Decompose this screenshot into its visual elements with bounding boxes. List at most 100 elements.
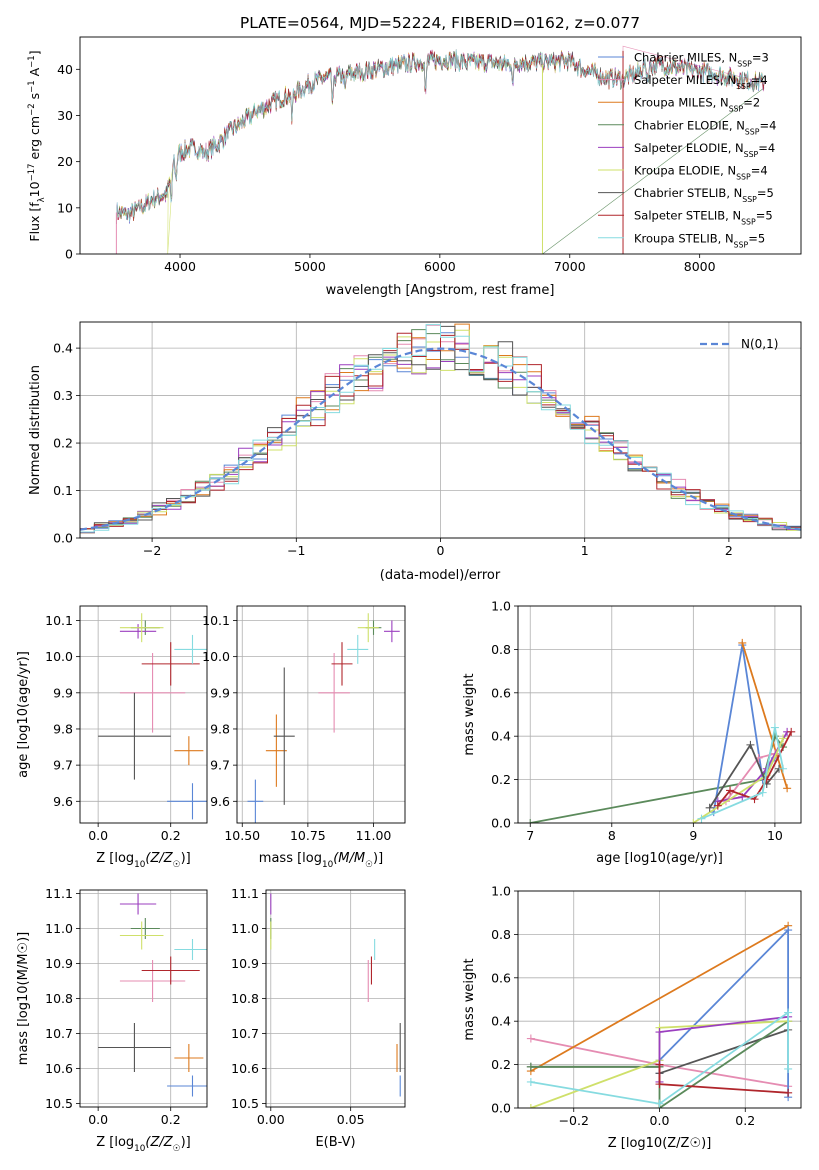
y-tick-label: 10.8 — [231, 991, 259, 1006]
axes-frame — [517, 605, 802, 824]
panel-weight-vs-age: 7 8 9 10 0.0 0.2 0.4 0.6 0.8 1.0 age [log10(age/yr… — [462, 599, 802, 866]
label-part: 10 — [134, 1144, 146, 1154]
y-tick-label: 1.0 — [491, 884, 511, 899]
x-axis-label: E(B-V) — [315, 1135, 355, 1150]
plot-area — [98, 893, 207, 1097]
x-tick-label: −2 — [143, 543, 161, 558]
y-axis-label: Normed distribution — [28, 365, 43, 495]
x-tick-label: 2 — [725, 543, 733, 558]
x-tick-label: 5000 — [294, 259, 326, 274]
panel-age-vs-Z: 0.0 0.2 9.6 9.7 9.8 9.9 10.0 10.1 Z [log10(Z/Z☉)… — [16, 605, 208, 870]
plot-area — [98, 613, 207, 820]
label-part: = — [751, 73, 761, 87]
label-part: 5 — [765, 209, 772, 223]
x-tick-label: 4000 — [164, 259, 196, 274]
x-tick-label: 0.0 — [650, 1113, 670, 1128]
y-axis-label: Flux [fλ10−17 erg cm−2 s−1 A−1] — [27, 50, 47, 241]
weight-marker — [784, 1064, 793, 1073]
x-axis-label: age [log10(age/yr)] — [596, 851, 723, 866]
y-tick-label: 11.0 — [45, 921, 73, 936]
label-part: )] — [181, 1135, 191, 1150]
y-tick-label: 9.6 — [53, 794, 73, 809]
weight-marker — [655, 1028, 664, 1037]
legend-label: Kroupa MILES, NSSP=2 — [634, 96, 760, 114]
weight-marker — [758, 788, 767, 797]
axes-frame — [79, 36, 802, 255]
y-tick-label: 0.4 — [53, 341, 73, 356]
y-tick-label: 10.5 — [45, 1096, 73, 1111]
panel-mass-vs-ebv: 0.00 0.05 10.5 10.6 10.7 10.8 10.9 11.0 11.1 E(B-… — [231, 886, 406, 1150]
label-part: (M/M — [333, 851, 365, 866]
weight-marker — [655, 1080, 664, 1089]
panel-mass-vs-Z: 0.0 0.2 10.5 10.6 10.7 10.8 10.9 11.0 11.1 Z [log… — [16, 886, 208, 1154]
label-part: SSP — [737, 59, 752, 68]
label-part: = — [758, 141, 768, 155]
label-part: , — [720, 164, 727, 178]
weight-marker — [526, 1077, 535, 1086]
y-tick-label: 9.7 — [210, 758, 230, 773]
label-part: (Z/Z — [145, 851, 173, 866]
grid — [266, 890, 405, 1107]
weight-marker — [779, 734, 788, 743]
label-part: Kroupa MILES — [634, 96, 713, 110]
label-part: mass [log — [259, 851, 322, 866]
weight-line-8 — [701, 727, 784, 820]
y-tick-label: 40 — [57, 62, 73, 77]
label-part: SSP — [745, 127, 760, 136]
x-tick-label: 7 — [526, 828, 534, 843]
x-tick-label: 10.50 — [224, 828, 260, 843]
x-tick-label: 0.00 — [257, 1112, 285, 1127]
label-part: N — [735, 141, 744, 155]
weight-marker — [705, 803, 714, 812]
label-part: SSP — [736, 82, 751, 91]
weight-marker — [738, 638, 747, 647]
label-part: , — [729, 118, 736, 132]
label-part: ☉ — [173, 1144, 181, 1154]
x-tick-label: 6000 — [424, 259, 456, 274]
legend-label: Kroupa STELIB, NSSP=5 — [634, 231, 765, 249]
y-tick-label: 10.0 — [45, 649, 73, 664]
weight-marker — [713, 801, 722, 810]
weight-marker — [655, 1060, 664, 1069]
weight-marker — [770, 723, 779, 732]
y-tick-label: 0.2 — [53, 436, 73, 451]
x-axis-label: Z [log10(Z/Z☉)] — [96, 1135, 191, 1154]
label-part: )] — [373, 851, 383, 866]
y-tick-label: 9.8 — [53, 721, 73, 736]
y-tick-label: 30 — [57, 108, 73, 123]
x-tick-label: 0.0 — [88, 828, 108, 843]
y-tick-label: 10.7 — [45, 1026, 73, 1041]
axes-frame — [517, 890, 802, 1109]
label-part: Salpeter STELIB — [634, 209, 725, 223]
label-part: SSP — [734, 240, 749, 249]
y-tick-label: 0.4 — [491, 1014, 511, 1029]
label-part: = — [748, 231, 758, 245]
y-tick-label: 10.7 — [231, 1026, 259, 1041]
label-part: N — [734, 186, 743, 200]
axes-frame — [265, 889, 406, 1108]
weight-marker — [779, 764, 788, 773]
legend-label: Chabrier STELIB, NSSP=5 — [634, 186, 774, 204]
label-part: N — [725, 231, 734, 245]
x-tick-label: 8000 — [684, 259, 716, 274]
panel-weight-vs-Z: −0.2 0.0 0.2 0.0 0.2 0.4 0.6 0.8 1.0 Z [log10(Z/Z… — [462, 884, 802, 1151]
label-part: Kroupa ELODIE — [634, 164, 720, 178]
weight-marker — [526, 819, 535, 823]
label-part: N — [727, 73, 736, 87]
x-axis-label: (data-model)/error — [380, 568, 501, 583]
x-tick-label: 10.75 — [290, 828, 326, 843]
x-tick-label: −1 — [287, 543, 305, 558]
plot-area — [270, 893, 401, 1097]
weight-marker — [784, 1088, 793, 1097]
grid — [80, 606, 207, 823]
plot-area — [526, 921, 793, 1108]
legend-label: Salpeter ELODIE, NSSP=4 — [634, 141, 775, 159]
label-part: = — [751, 164, 761, 178]
label-part: SSP — [741, 217, 756, 226]
label-part: ☉ — [173, 860, 181, 870]
label-part: 3 — [762, 51, 769, 65]
y-axis-label: mass weight — [462, 673, 477, 755]
weight-line-6 — [708, 742, 780, 809]
legend-label: N(0,1) — [741, 337, 778, 351]
plot-area — [80, 323, 801, 538]
